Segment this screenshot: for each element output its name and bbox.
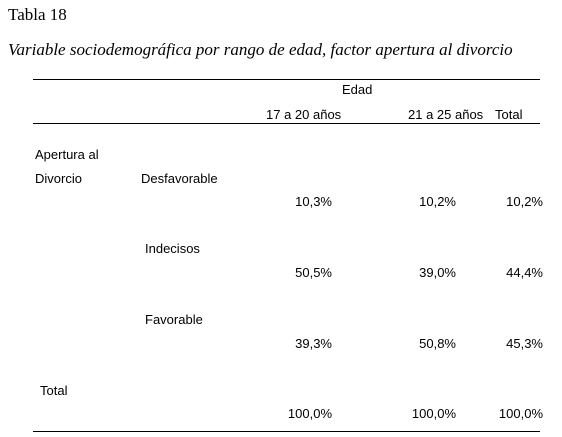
bottom-rule — [33, 431, 540, 432]
row-label: Favorable — [145, 312, 203, 327]
row-group-label: Divorcio — [35, 171, 82, 186]
cell: 39,0% — [419, 265, 456, 280]
column-header: 21 a 25 años — [408, 107, 484, 122]
cell: 10,3% — [295, 194, 332, 209]
row-label: Desfavorable — [141, 171, 218, 186]
row-label: Indecisos — [145, 241, 200, 256]
group-header: Edad — [342, 82, 373, 97]
cell: 10,2% — [506, 194, 543, 209]
table-number: Tabla 18 — [8, 5, 67, 24]
cell: 50,8% — [419, 336, 456, 351]
total-cell: 100,0% — [411, 406, 456, 421]
cell: 50,5% — [295, 265, 332, 280]
table-caption: Variable sociodemográfica por rango de e… — [8, 40, 513, 59]
cell: 45,3% — [506, 336, 543, 351]
cell: 44,4% — [506, 265, 543, 280]
row-group-label: Apertura al — [35, 147, 99, 162]
cell: 39,3% — [295, 336, 332, 351]
total-cell: 100,0% — [498, 406, 543, 421]
header-rule — [33, 123, 540, 124]
cell: 10,2% — [419, 194, 456, 209]
column-header: Total — [495, 107, 523, 122]
column-header: 17 a 20 años — [266, 107, 342, 122]
top-rule — [33, 79, 540, 80]
total-label: Total — [40, 383, 68, 398]
total-cell: 100,0% — [287, 406, 332, 421]
